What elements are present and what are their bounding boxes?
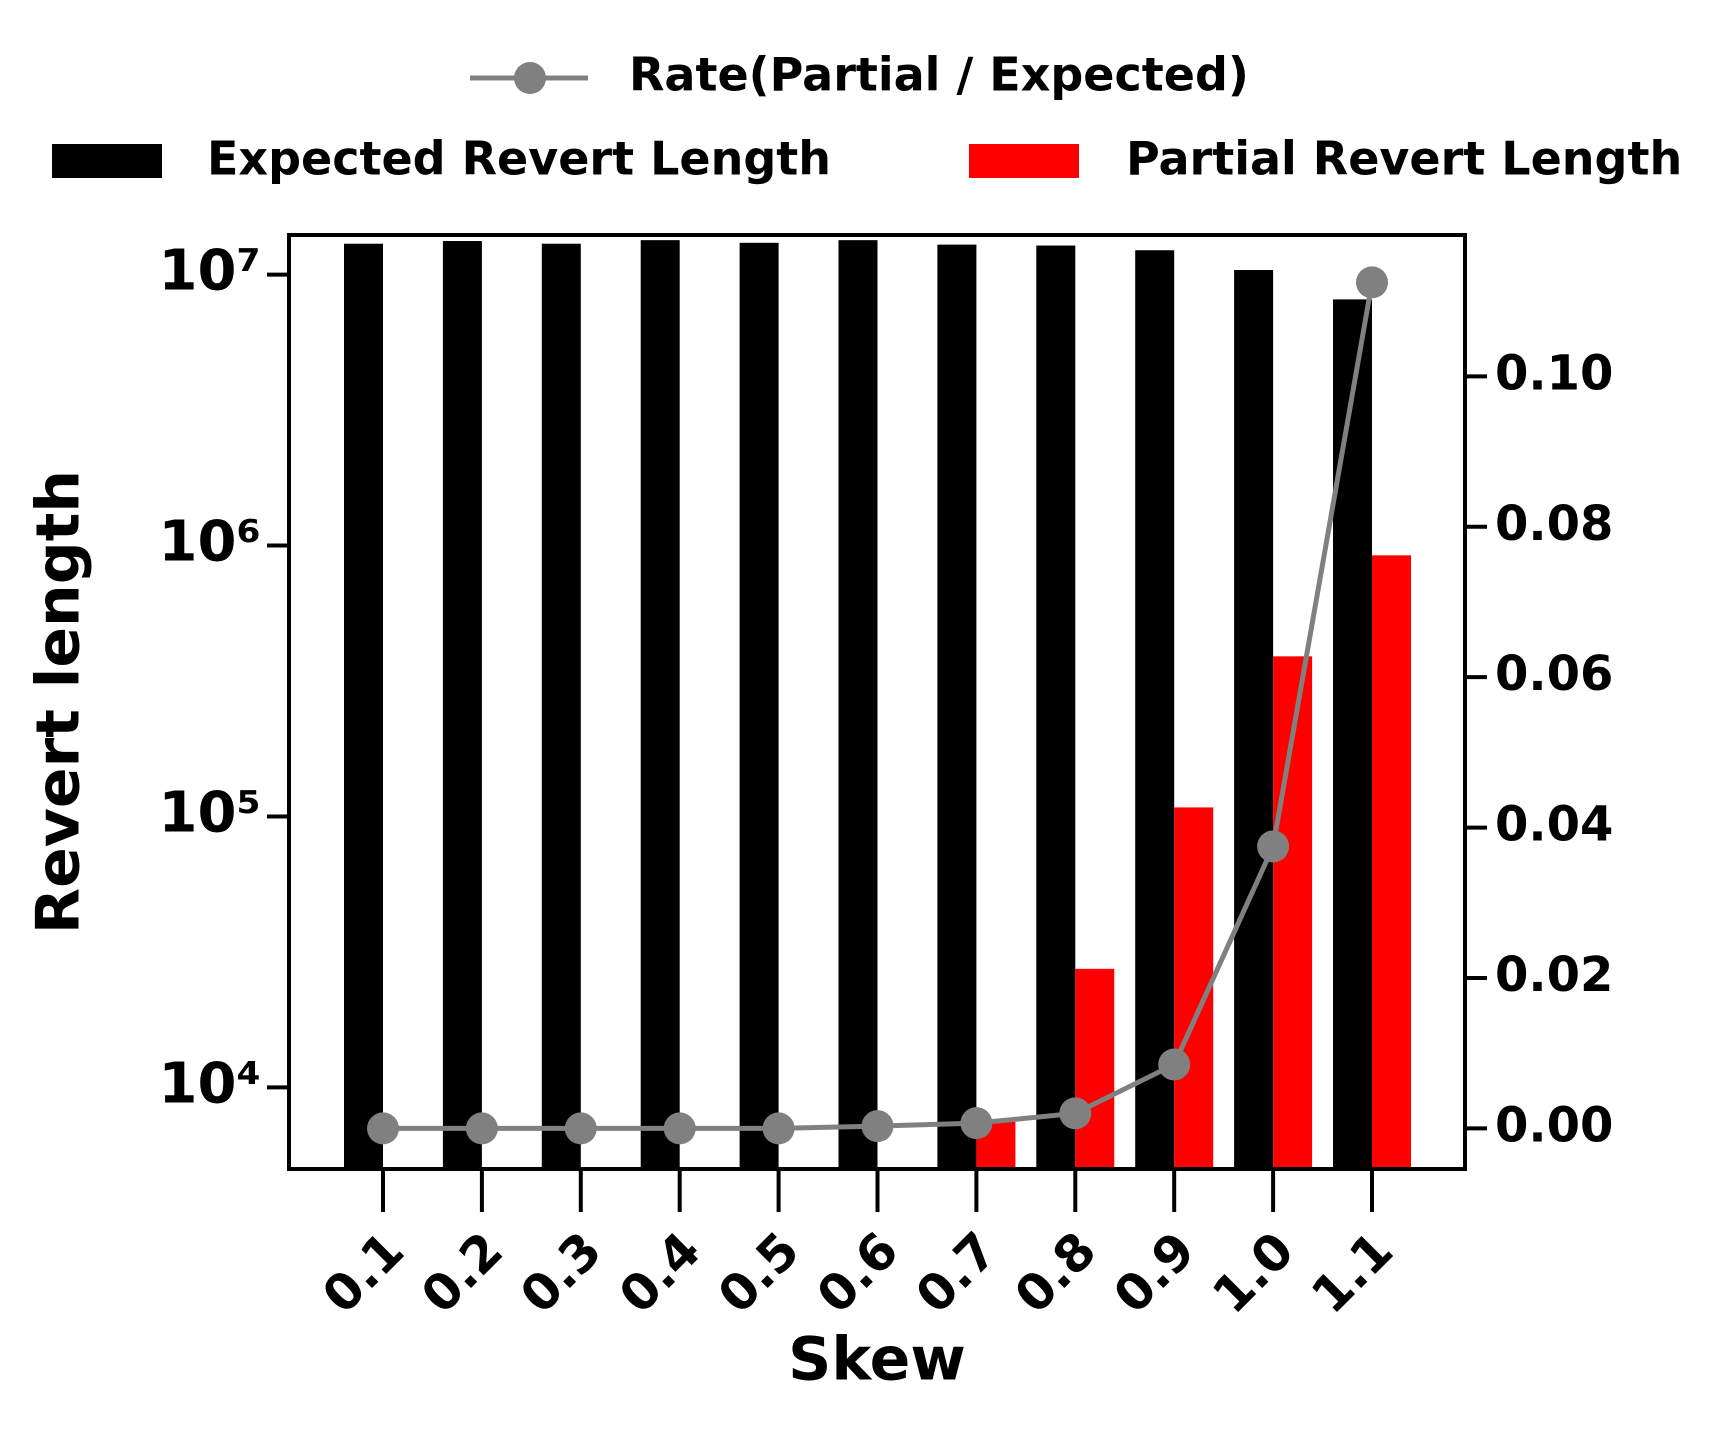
legend-swatch — [52, 144, 162, 178]
legend-swatch — [969, 144, 1079, 178]
rate-marker — [762, 1112, 795, 1145]
bar — [442, 241, 482, 1169]
x-tick-label: 0.8 — [1004, 1221, 1108, 1325]
y-tick-label: 10⁵ — [159, 781, 261, 846]
y-axis-label: Revert length — [24, 470, 94, 934]
y-tick-label: 10⁶ — [159, 510, 261, 575]
bar — [1036, 245, 1076, 1169]
x-tick-label: 0.4 — [608, 1221, 712, 1325]
y2-tick-label: 0.04 — [1495, 797, 1613, 853]
bar — [937, 244, 977, 1169]
rate-marker — [1257, 830, 1290, 863]
rate-marker — [663, 1112, 696, 1145]
rate-marker — [861, 1110, 894, 1143]
x-tick-label: 0.5 — [707, 1221, 811, 1325]
y-tick-label: 10⁴ — [159, 1052, 261, 1117]
x-tick-label: 0.9 — [1103, 1221, 1207, 1325]
bar — [1075, 968, 1115, 1169]
rate-marker — [960, 1107, 993, 1140]
x-tick-label: 0.7 — [905, 1221, 1009, 1325]
rate-marker — [1158, 1048, 1191, 1081]
bar — [1234, 269, 1274, 1170]
rate-marker — [1059, 1097, 1092, 1130]
x-tick-label: 0.1 — [311, 1221, 415, 1325]
rate-marker — [465, 1112, 498, 1145]
bar — [1135, 250, 1175, 1170]
rate-marker — [564, 1112, 597, 1145]
bar — [739, 242, 779, 1169]
bar — [1333, 299, 1372, 1169]
x-tick-label: 0.3 — [509, 1221, 613, 1325]
y2-tick-label: 0.02 — [1495, 947, 1613, 1003]
legend-label: Rate(Partial / Expected) — [629, 48, 1249, 102]
y2-tick-label: 0.10 — [1495, 345, 1613, 401]
x-tick-label: 0.6 — [806, 1221, 910, 1325]
x-tick-label: 1.0 — [1201, 1221, 1305, 1325]
bar — [640, 240, 680, 1170]
x-axis-label: Skew — [788, 1325, 966, 1395]
x-tick-label: 0.2 — [410, 1221, 514, 1325]
rate-marker — [1356, 266, 1388, 299]
y2-tick-label: 0.06 — [1495, 646, 1613, 702]
bar — [1372, 555, 1411, 1169]
rate-marker — [367, 1112, 399, 1145]
y2-tick-label: 0.08 — [1495, 496, 1613, 552]
legend-marker — [514, 62, 546, 94]
bar — [541, 243, 581, 1170]
bar — [344, 243, 383, 1170]
bar — [838, 240, 878, 1170]
legend-label: Partial Revert Length — [1126, 132, 1682, 186]
y-tick-label: 10⁷ — [159, 239, 261, 304]
y2-tick-label: 0.00 — [1495, 1097, 1613, 1153]
x-tick-label: 1.1 — [1300, 1221, 1404, 1325]
legend-label: Expected Revert Length — [207, 132, 831, 186]
